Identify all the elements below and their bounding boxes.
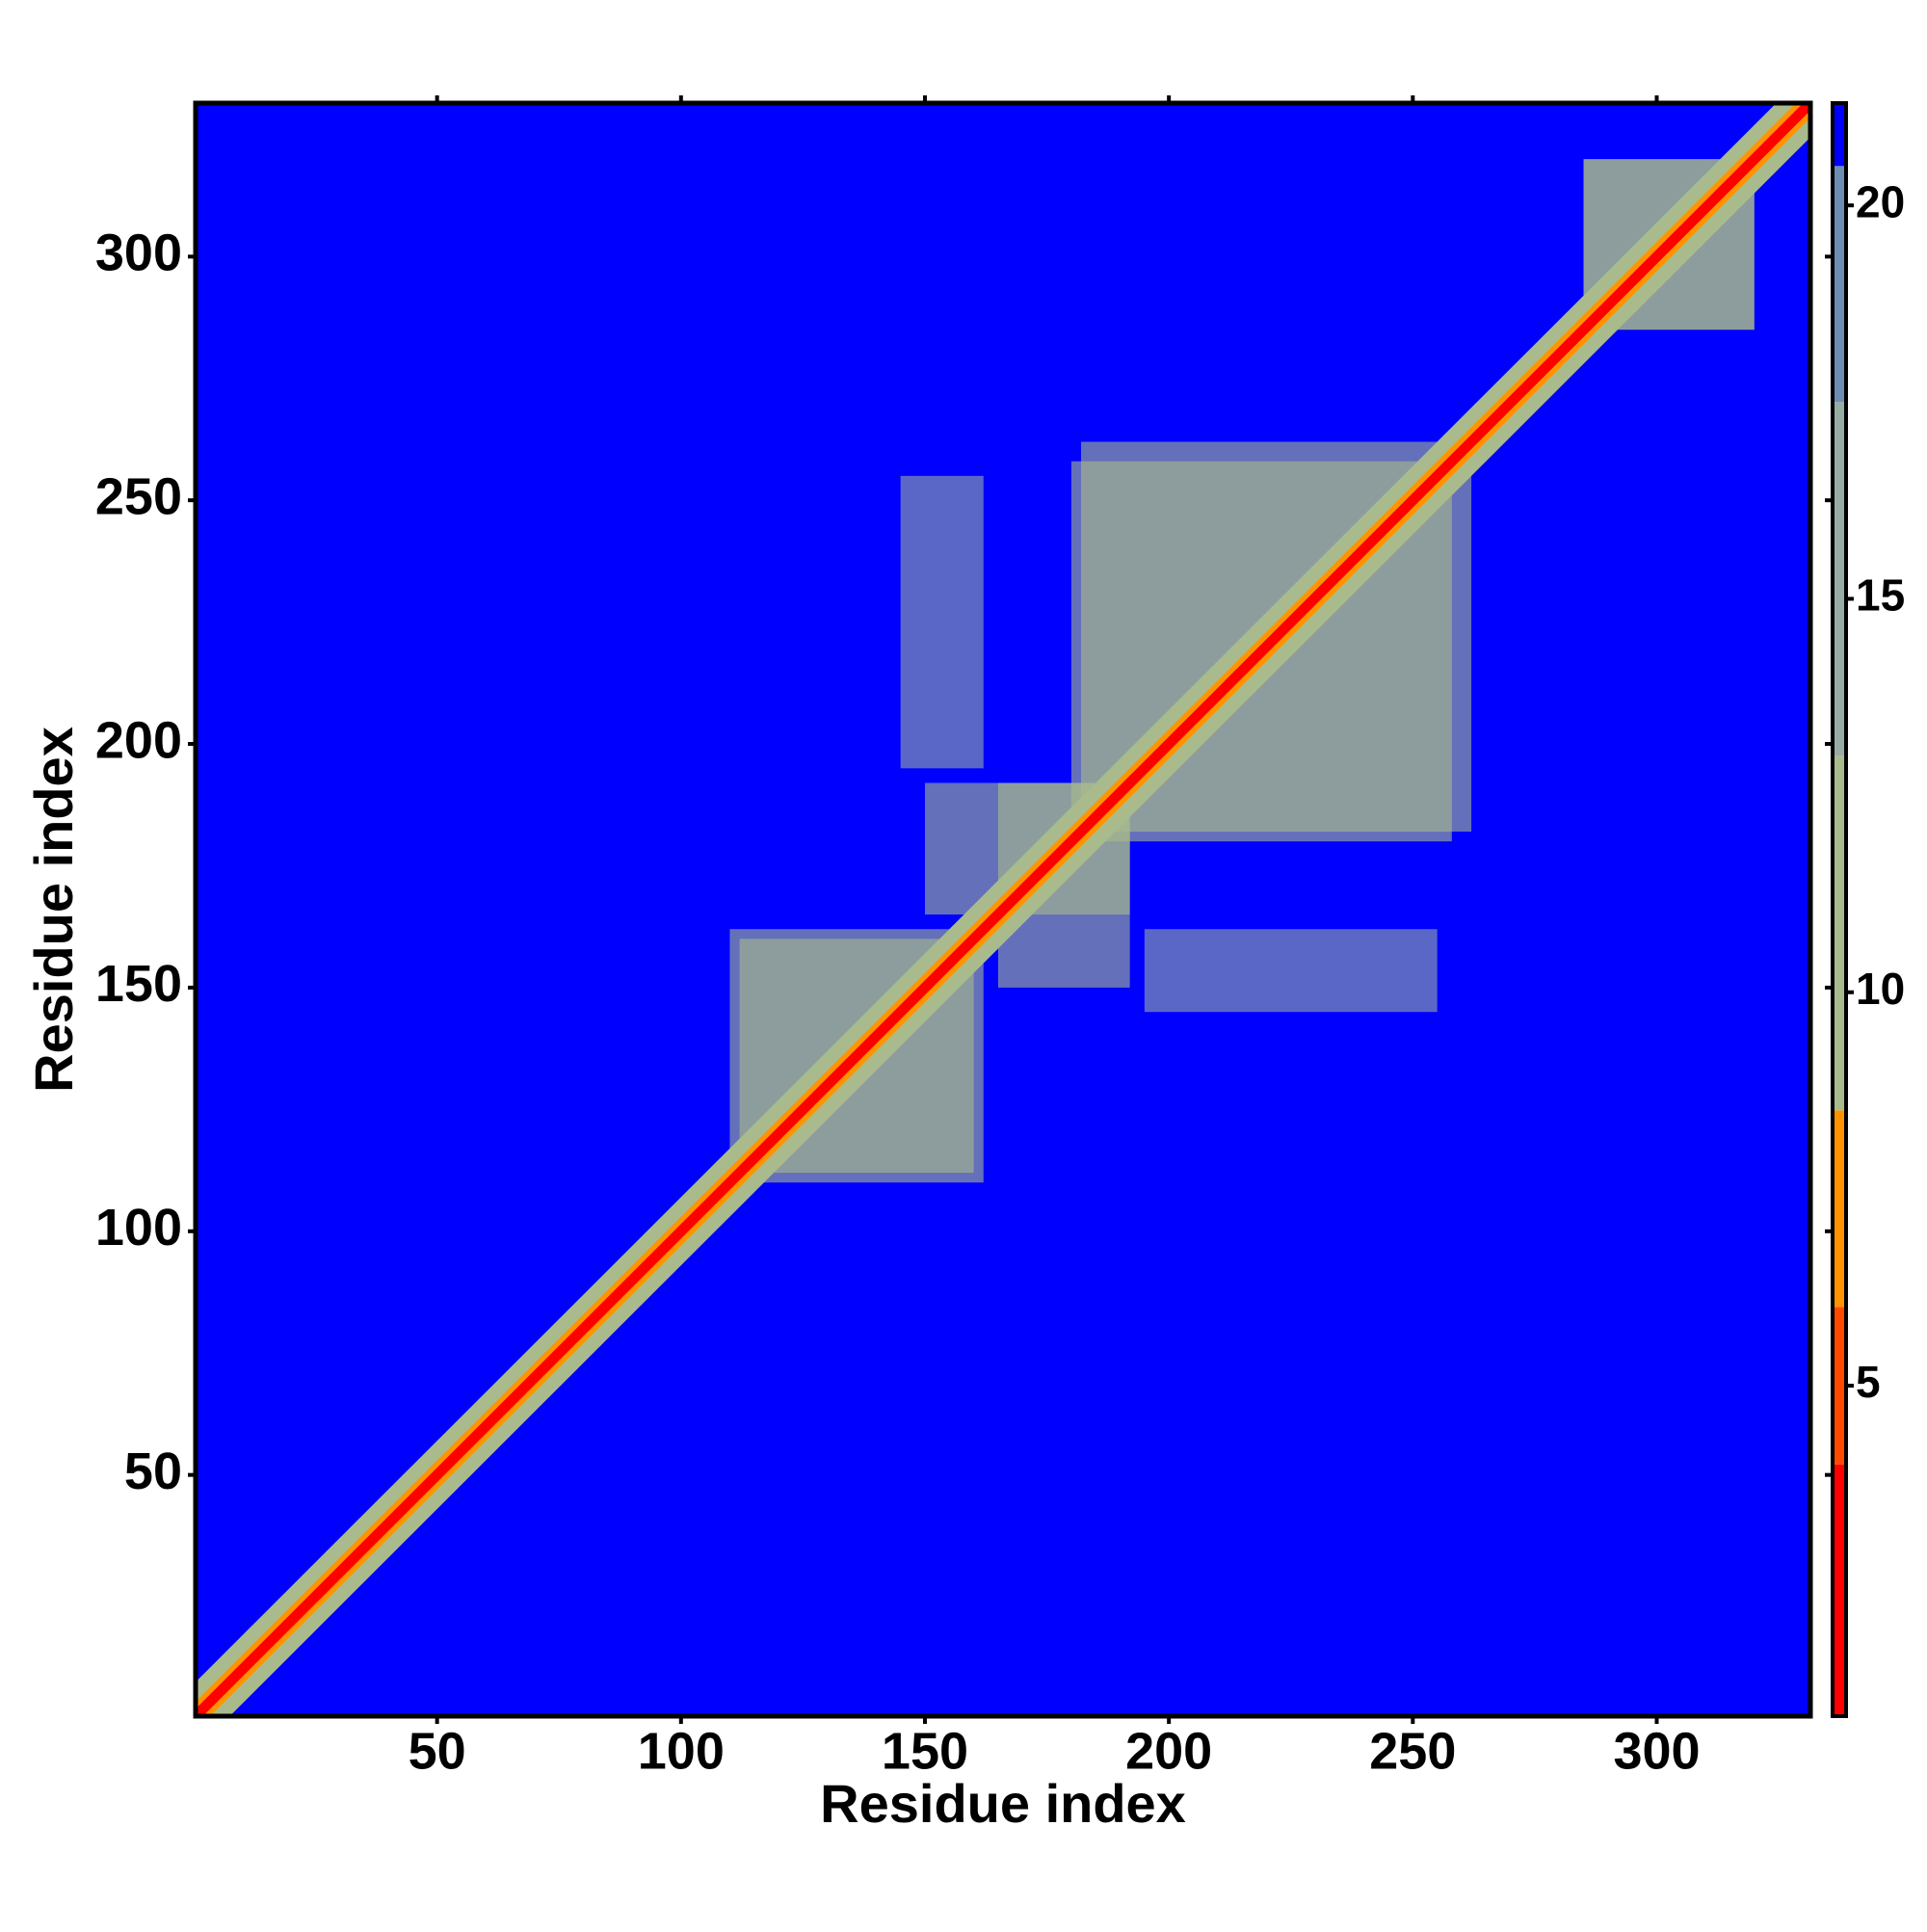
y-tick-label: 50: [124, 1442, 182, 1500]
x-tick-label: 50: [409, 1722, 466, 1780]
colorbar-step: [1833, 755, 1846, 1111]
contact-patch: [900, 475, 984, 769]
colorbar-step: [1833, 1464, 1846, 1716]
y-tick-label: 250: [95, 467, 182, 525]
colorbar-tick-label: 15: [1856, 570, 1905, 621]
colorbar-tick-label: 20: [1856, 176, 1905, 226]
colorbar-step: [1833, 103, 1846, 167]
y-tick-label: 300: [95, 225, 182, 282]
contact-patch: [1144, 929, 1438, 1013]
colorbar-tick-label: 10: [1856, 964, 1905, 1014]
colorbar-step: [1833, 1110, 1846, 1308]
x-tick-label: 300: [1613, 1722, 1700, 1780]
x-tick-label: 100: [638, 1722, 725, 1780]
diagonal-band: [196, 103, 1810, 1716]
plot-area: [196, 103, 1810, 1716]
y-tick-label: 100: [95, 1199, 182, 1257]
colorbar-step: [1833, 402, 1846, 756]
colorbar-frame: [1831, 101, 1848, 1718]
plot-frame: [193, 100, 1813, 1719]
y-tick-label: 150: [95, 955, 182, 1013]
y-axis-label: Residue index: [23, 727, 84, 1093]
x-axis-label: Residue index: [820, 1773, 1186, 1834]
x-tick-label: 250: [1369, 1722, 1456, 1780]
colorbar-step: [1833, 1307, 1846, 1465]
y-tick-label: 200: [95, 711, 182, 769]
colorbar-tick-label: 5: [1856, 1357, 1881, 1407]
x-tick-label: 150: [882, 1722, 968, 1780]
colorbar-step: [1833, 166, 1846, 403]
x-tick-label: 200: [1125, 1722, 1212, 1780]
